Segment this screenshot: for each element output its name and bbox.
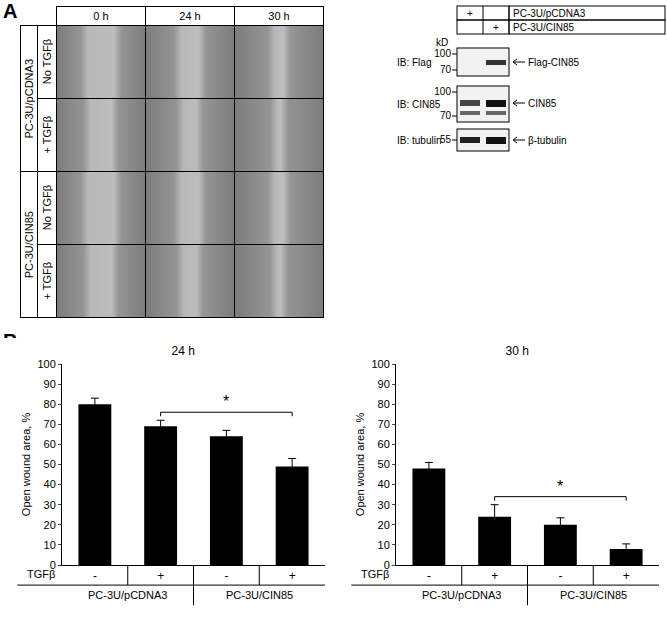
svg-text:70: 70 xyxy=(440,110,452,121)
html-text:24 h: 24 h xyxy=(179,10,201,22)
html-text:No TGFβ: No TGFβ xyxy=(41,39,53,85)
svg-text:+: + xyxy=(157,569,164,583)
svg-text:90: 90 xyxy=(44,378,56,390)
html-text:30 h: 30 h xyxy=(268,10,290,22)
svg-text:PC-3U/CIN85: PC-3U/CIN85 xyxy=(226,589,293,601)
svg-text:50: 50 xyxy=(378,458,390,470)
svg-text:0: 0 xyxy=(50,559,56,571)
svg-text:100: 100 xyxy=(434,86,451,97)
svg-text:*: * xyxy=(557,478,563,495)
svg-text:100: 100 xyxy=(37,358,55,370)
svg-text:+: + xyxy=(493,22,499,33)
svg-text:30: 30 xyxy=(378,499,390,511)
svg-text:90: 90 xyxy=(378,378,390,390)
svg-text:70: 70 xyxy=(44,418,56,430)
svg-text:Open wound area, %: Open wound area, % xyxy=(354,413,366,517)
svg-text:60: 60 xyxy=(378,438,390,450)
svg-text:PC-3U/CIN85: PC-3U/CIN85 xyxy=(513,22,575,33)
svg-text:PC-3U/CIN85: PC-3U/CIN85 xyxy=(560,589,627,601)
html-text:A: A xyxy=(3,0,18,22)
svg-text:Open wound area, %: Open wound area, % xyxy=(20,413,32,517)
svg-text:+: + xyxy=(623,569,630,583)
svg-text:TGFβ: TGFβ xyxy=(361,568,389,580)
svg-text:20: 20 xyxy=(378,519,390,531)
svg-text:+: + xyxy=(289,569,296,583)
svg-text:20: 20 xyxy=(44,519,56,531)
svg-text:55: 55 xyxy=(440,134,452,145)
html-text:No TGFβ: No TGFβ xyxy=(41,185,53,231)
svg-text:30 h: 30 h xyxy=(505,344,528,358)
svg-text:100: 100 xyxy=(434,48,451,59)
svg-text:+: + xyxy=(467,8,473,19)
svg-text:IB: Flag: IB: Flag xyxy=(397,57,431,68)
svg-text:10: 10 xyxy=(378,539,390,551)
html-text:PC-3U/CIN85: PC-3U/CIN85 xyxy=(23,210,35,279)
svg-text:kD: kD xyxy=(436,37,448,48)
html-text:+ TGFβ: + TGFβ xyxy=(41,116,53,154)
svg-text:-: - xyxy=(558,569,562,583)
svg-text:PC-3U/pCDNA3: PC-3U/pCDNA3 xyxy=(422,589,501,601)
svg-text:-: - xyxy=(427,569,431,583)
svg-text:70: 70 xyxy=(440,64,452,75)
svg-text:-: - xyxy=(93,569,97,583)
svg-text:24 h: 24 h xyxy=(171,344,194,358)
svg-text:80: 80 xyxy=(44,398,56,410)
svg-text:0: 0 xyxy=(384,559,390,571)
svg-text:*: * xyxy=(223,393,229,410)
svg-text:100: 100 xyxy=(371,358,389,370)
svg-text:+: + xyxy=(491,569,498,583)
svg-text:70: 70 xyxy=(378,418,390,430)
html-text:0 h: 0 h xyxy=(93,10,109,22)
svg-text:PC-3U/pCDNA3: PC-3U/pCDNA3 xyxy=(513,8,586,19)
svg-text:CIN85: CIN85 xyxy=(528,98,557,109)
svg-text:-: - xyxy=(224,569,228,583)
html-text:+ TGFβ: + TGFβ xyxy=(41,262,53,300)
svg-text:PC-3U/pCDNA3: PC-3U/pCDNA3 xyxy=(88,589,167,601)
svg-text:50: 50 xyxy=(44,458,56,470)
svg-text:30: 30 xyxy=(44,499,56,511)
svg-text:IB: tubulin: IB: tubulin xyxy=(397,135,441,146)
svg-text:10: 10 xyxy=(44,539,56,551)
svg-text:80: 80 xyxy=(378,398,390,410)
svg-text:60: 60 xyxy=(44,438,56,450)
svg-text:TGFβ: TGFβ xyxy=(27,568,55,580)
svg-text:40: 40 xyxy=(378,478,390,490)
html-text:PC-3U/pCDNA3: PC-3U/pCDNA3 xyxy=(23,58,35,139)
html-text:B: B xyxy=(3,330,18,352)
svg-text:Flag-CIN85: Flag-CIN85 xyxy=(528,57,580,68)
svg-text:β-tubulin: β-tubulin xyxy=(528,135,567,146)
svg-text:IB: CIN85: IB: CIN85 xyxy=(397,99,441,110)
svg-text:40: 40 xyxy=(44,478,56,490)
